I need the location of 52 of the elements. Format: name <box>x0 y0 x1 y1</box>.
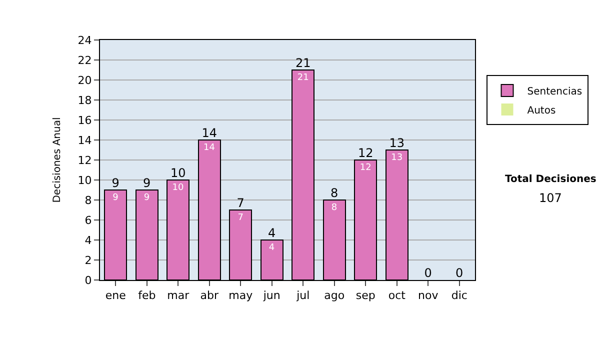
x-tick-label: abr <box>200 289 219 302</box>
y-tick-label: 2 <box>84 254 92 267</box>
y-tick-label: 10 <box>78 174 92 187</box>
x-tick-label: jun <box>262 289 280 302</box>
y-tick-label: 16 <box>78 114 92 127</box>
data-label: 9 <box>144 193 150 203</box>
total-label: 7 <box>236 196 244 210</box>
x-tick-label: sep <box>356 289 376 302</box>
x-tick-label: oct <box>388 289 406 302</box>
total-label: 8 <box>330 186 338 200</box>
x-tick-label: may <box>228 289 254 302</box>
y-axis-title: Decisiones Anual <box>52 117 63 203</box>
total-label: 21 <box>295 56 311 70</box>
data-label: 7 <box>238 213 244 223</box>
text: 107 <box>539 191 562 205</box>
text: Total Decisiones <box>505 174 596 185</box>
data-label: 13 <box>391 153 403 163</box>
x-tick-label: ago <box>324 289 345 302</box>
total-label: 13 <box>389 136 405 150</box>
legend-label: Sentencias <box>527 86 582 98</box>
data-label: 21 <box>297 73 309 83</box>
total-label: 0 <box>424 266 432 280</box>
data-label: 4 <box>268 243 275 253</box>
x-tick-label: feb <box>138 289 156 302</box>
x-tick-label: jul <box>296 289 310 302</box>
y-tick-label: 20 <box>78 74 92 87</box>
y-tick-label: 24 <box>78 34 92 47</box>
total-label: 9 <box>112 176 120 190</box>
y-tick-label: 6 <box>84 214 92 227</box>
x-tick-label: mar <box>167 289 190 302</box>
y-tick-label: 14 <box>78 134 92 147</box>
total-label: 12 <box>358 146 374 160</box>
data-label: 14 <box>204 143 216 153</box>
legend-label: Autos <box>527 105 556 116</box>
data-label: 10 <box>172 183 184 193</box>
y-tick-label: 8 <box>84 194 92 207</box>
x-tick-label: nov <box>418 289 439 302</box>
total-label: 0 <box>456 266 464 280</box>
y-tick-label: 22 <box>78 54 92 67</box>
y-tick-label: 4 <box>84 234 92 247</box>
total-label: 9 <box>143 176 151 190</box>
data-label: 12 <box>360 163 372 173</box>
y-tick-label: 18 <box>78 94 92 107</box>
y-tick-label: 12 <box>78 154 92 167</box>
total-label: 14 <box>202 126 218 140</box>
total-label: 10 <box>170 166 186 180</box>
y-tick-label: 0 <box>84 274 92 287</box>
x-tick-label: ene <box>105 289 126 302</box>
x-tick-label: dic <box>451 289 468 302</box>
data-label: 9 <box>112 193 119 203</box>
data-label: 8 <box>331 203 338 213</box>
total-label: 4 <box>268 226 276 240</box>
